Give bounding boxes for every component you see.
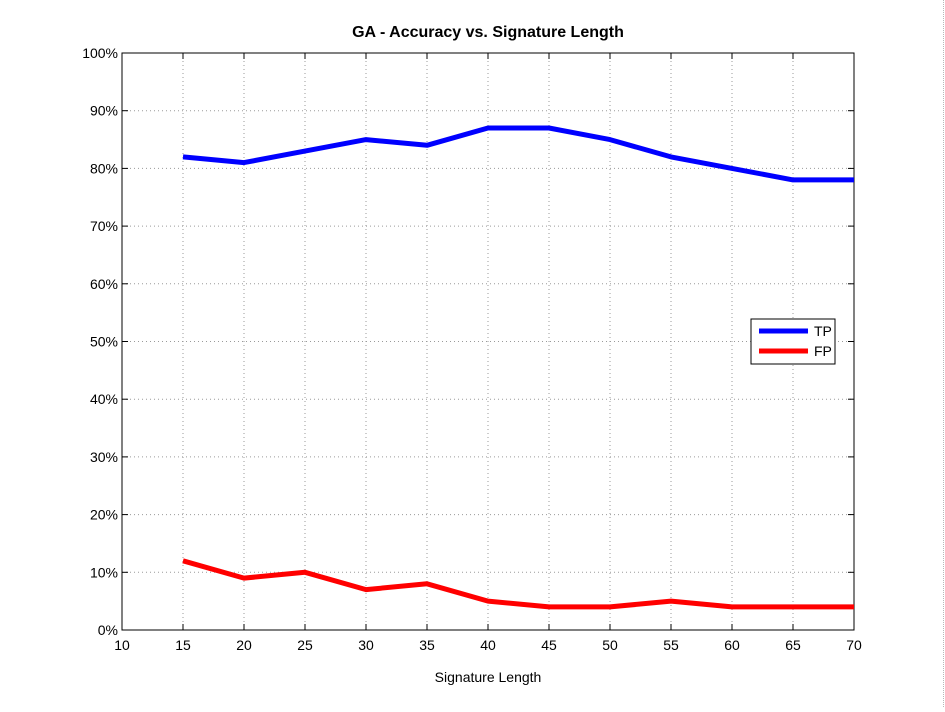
x-tick-label: 45 — [541, 637, 557, 653]
y-tick-label: 60% — [90, 276, 118, 292]
x-tick-label: 60 — [724, 637, 740, 653]
legend-label-fp: FP — [814, 343, 832, 359]
x-tick-label: 25 — [297, 637, 313, 653]
y-tick-label: 0% — [98, 622, 118, 638]
x-tick-label: 40 — [480, 637, 496, 653]
x-tick-label: 65 — [785, 637, 801, 653]
y-tick-label: 90% — [90, 103, 118, 119]
x-tick-label: 20 — [236, 637, 252, 653]
x-tick-label: 35 — [419, 637, 435, 653]
x-axis-label: Signature Length — [435, 669, 542, 685]
legend: TP FP — [751, 319, 835, 364]
x-tick-label: 30 — [358, 637, 374, 653]
x-tick-label: 50 — [602, 637, 618, 653]
y-tick-label: 70% — [90, 218, 118, 234]
x-tick-label: 15 — [175, 637, 191, 653]
legend-label-tp: TP — [814, 323, 832, 339]
x-tick-label: 55 — [663, 637, 679, 653]
y-tick-label: 80% — [90, 160, 118, 176]
chart-title: GA - Accuracy vs. Signature Length — [352, 24, 624, 41]
y-tick-label: 40% — [90, 391, 118, 407]
y-tick-label: 30% — [90, 449, 118, 465]
y-tick-label: 20% — [90, 507, 118, 523]
y-tick-label: 100% — [82, 45, 118, 61]
x-tick-label: 10 — [114, 637, 130, 653]
page-edge-divider — [943, 0, 944, 707]
y-tick-label: 10% — [90, 564, 118, 580]
y-tick-label: 50% — [90, 334, 118, 350]
x-tick-label: 70 — [846, 637, 862, 653]
